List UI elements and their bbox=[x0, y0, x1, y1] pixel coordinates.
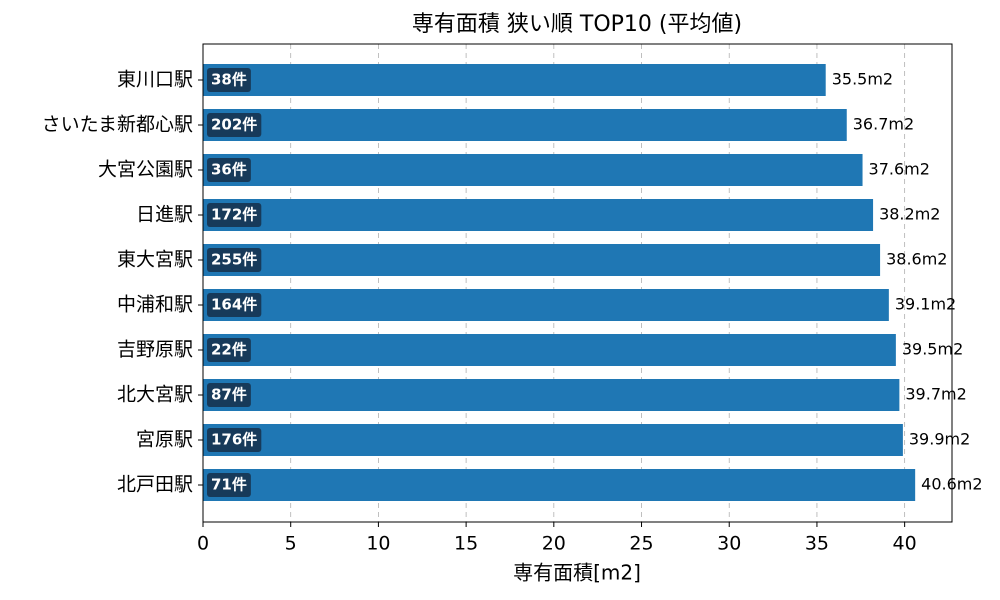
count-label: 71件 bbox=[211, 476, 247, 494]
count-label: 202件 bbox=[211, 116, 257, 134]
x-tick-label: 5 bbox=[285, 533, 297, 555]
bar bbox=[203, 289, 889, 321]
count-label: 38件 bbox=[211, 71, 247, 89]
count-label: 22件 bbox=[211, 341, 247, 359]
x-tick-label: 10 bbox=[366, 533, 390, 555]
y-tick-label: さいたま新都心駅 bbox=[42, 114, 193, 136]
y-tick-label: 東川口駅 bbox=[117, 69, 193, 91]
count-badge bbox=[207, 113, 262, 137]
bar bbox=[203, 244, 881, 276]
count-label: 164件 bbox=[211, 296, 257, 314]
bar bbox=[203, 379, 900, 411]
count-label: 36件 bbox=[211, 161, 247, 179]
plot-frame bbox=[202, 43, 953, 523]
value-label: 38.6m2 bbox=[886, 250, 947, 269]
y-tick-label: 日進駅 bbox=[136, 204, 193, 226]
y-tick-label: 宮原駅 bbox=[136, 429, 193, 451]
x-tick-label: 25 bbox=[629, 533, 653, 555]
value-label: 38.2m2 bbox=[879, 205, 940, 224]
x-tick-label: 40 bbox=[893, 533, 917, 555]
y-tick-label: 北大宮駅 bbox=[117, 384, 193, 406]
bar bbox=[203, 334, 896, 366]
count-badge bbox=[207, 203, 262, 227]
x-axis-label: 専有面積[m2] bbox=[513, 561, 641, 585]
x-tick-label: 0 bbox=[197, 533, 209, 555]
x-tick-label: 15 bbox=[454, 533, 478, 555]
value-label: 39.7m2 bbox=[905, 385, 966, 404]
value-label: 37.6m2 bbox=[869, 160, 930, 179]
count-label: 172件 bbox=[211, 206, 257, 224]
bar bbox=[203, 64, 826, 96]
count-label: 255件 bbox=[211, 251, 257, 269]
value-label: 35.5m2 bbox=[832, 70, 893, 89]
value-label: 36.7m2 bbox=[853, 115, 914, 134]
y-tick-label: 東大宮駅 bbox=[117, 249, 193, 271]
bar bbox=[203, 109, 847, 141]
x-tick-label: 35 bbox=[805, 533, 829, 555]
chart-title: 専有面積 狭い順 TOP10 (平均値) bbox=[412, 12, 742, 37]
count-badge bbox=[207, 428, 262, 452]
value-label: 39.1m2 bbox=[895, 295, 956, 314]
count-badge bbox=[207, 293, 262, 317]
count-label: 176件 bbox=[211, 431, 257, 449]
count-badge bbox=[207, 473, 251, 497]
y-tick-label: 大宮公園駅 bbox=[98, 159, 193, 181]
bar bbox=[203, 199, 874, 231]
value-label: 39.5m2 bbox=[902, 340, 963, 359]
count-badge bbox=[207, 158, 251, 182]
bar bbox=[203, 424, 903, 456]
value-label: 39.9m2 bbox=[909, 430, 970, 449]
count-label: 87件 bbox=[211, 386, 247, 404]
y-tick-label: 吉野原駅 bbox=[117, 339, 193, 361]
y-tick-label: 中浦和駅 bbox=[117, 294, 193, 316]
count-badge bbox=[207, 338, 251, 362]
y-tick-label: 北戸田駅 bbox=[117, 474, 193, 496]
bar bbox=[203, 154, 863, 186]
x-tick-label: 30 bbox=[717, 533, 741, 555]
x-tick-label: 20 bbox=[542, 533, 566, 555]
count-badge bbox=[207, 248, 262, 272]
bar bbox=[203, 469, 916, 501]
count-badge bbox=[207, 383, 251, 407]
count-badge bbox=[207, 68, 251, 92]
